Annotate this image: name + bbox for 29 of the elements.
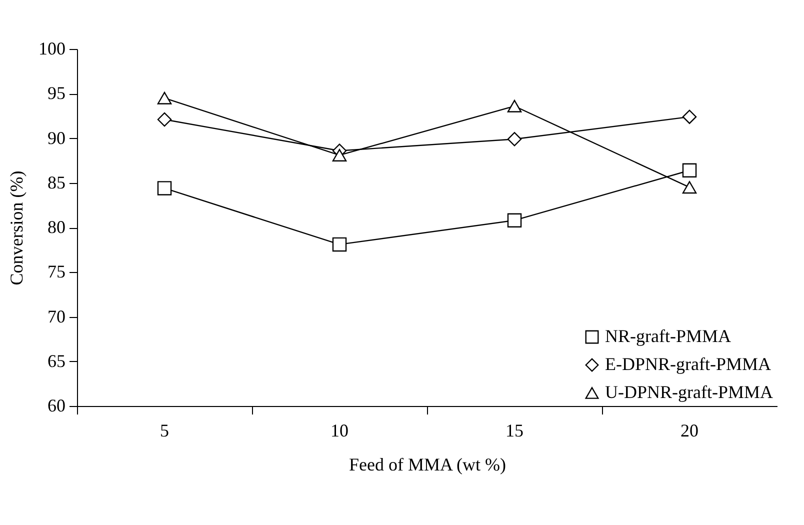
x-tick-label: 5 (160, 420, 169, 440)
legend-label: NR-graft-PMMA (605, 326, 731, 346)
x-tick-label: 20 (680, 420, 698, 440)
point (157, 92, 172, 104)
y-tick-label: 80 (48, 217, 66, 237)
y-tick-label: 75 (48, 262, 66, 282)
y-tick-label: 95 (48, 83, 66, 104)
point (507, 213, 522, 228)
point (507, 132, 522, 146)
y-tick-label: 85 (48, 172, 66, 192)
x-tick-label: 10 (330, 420, 348, 440)
y-tick-label: 100 (38, 38, 66, 58)
point (682, 110, 697, 124)
x-tick-label: 15 (506, 420, 524, 440)
legend-label: U-DPNR-graft-PMMA (605, 382, 773, 402)
point (157, 181, 172, 196)
point (507, 100, 522, 112)
legend-label: E-DPNR-graft-PMMA (605, 354, 771, 374)
point (682, 163, 697, 178)
point (332, 148, 347, 162)
x-axis-title: Feed of MMA (wt %) (349, 454, 506, 474)
y-tick-label: 90 (48, 128, 66, 148)
point (157, 112, 172, 127)
y-tick-label: 70 (48, 306, 66, 326)
y-axis-title: Conversion (%) (6, 170, 26, 286)
y-tick-label: 65 (48, 350, 66, 371)
point (332, 237, 347, 252)
point (682, 181, 697, 194)
y-tick-label: 60 (48, 396, 66, 416)
